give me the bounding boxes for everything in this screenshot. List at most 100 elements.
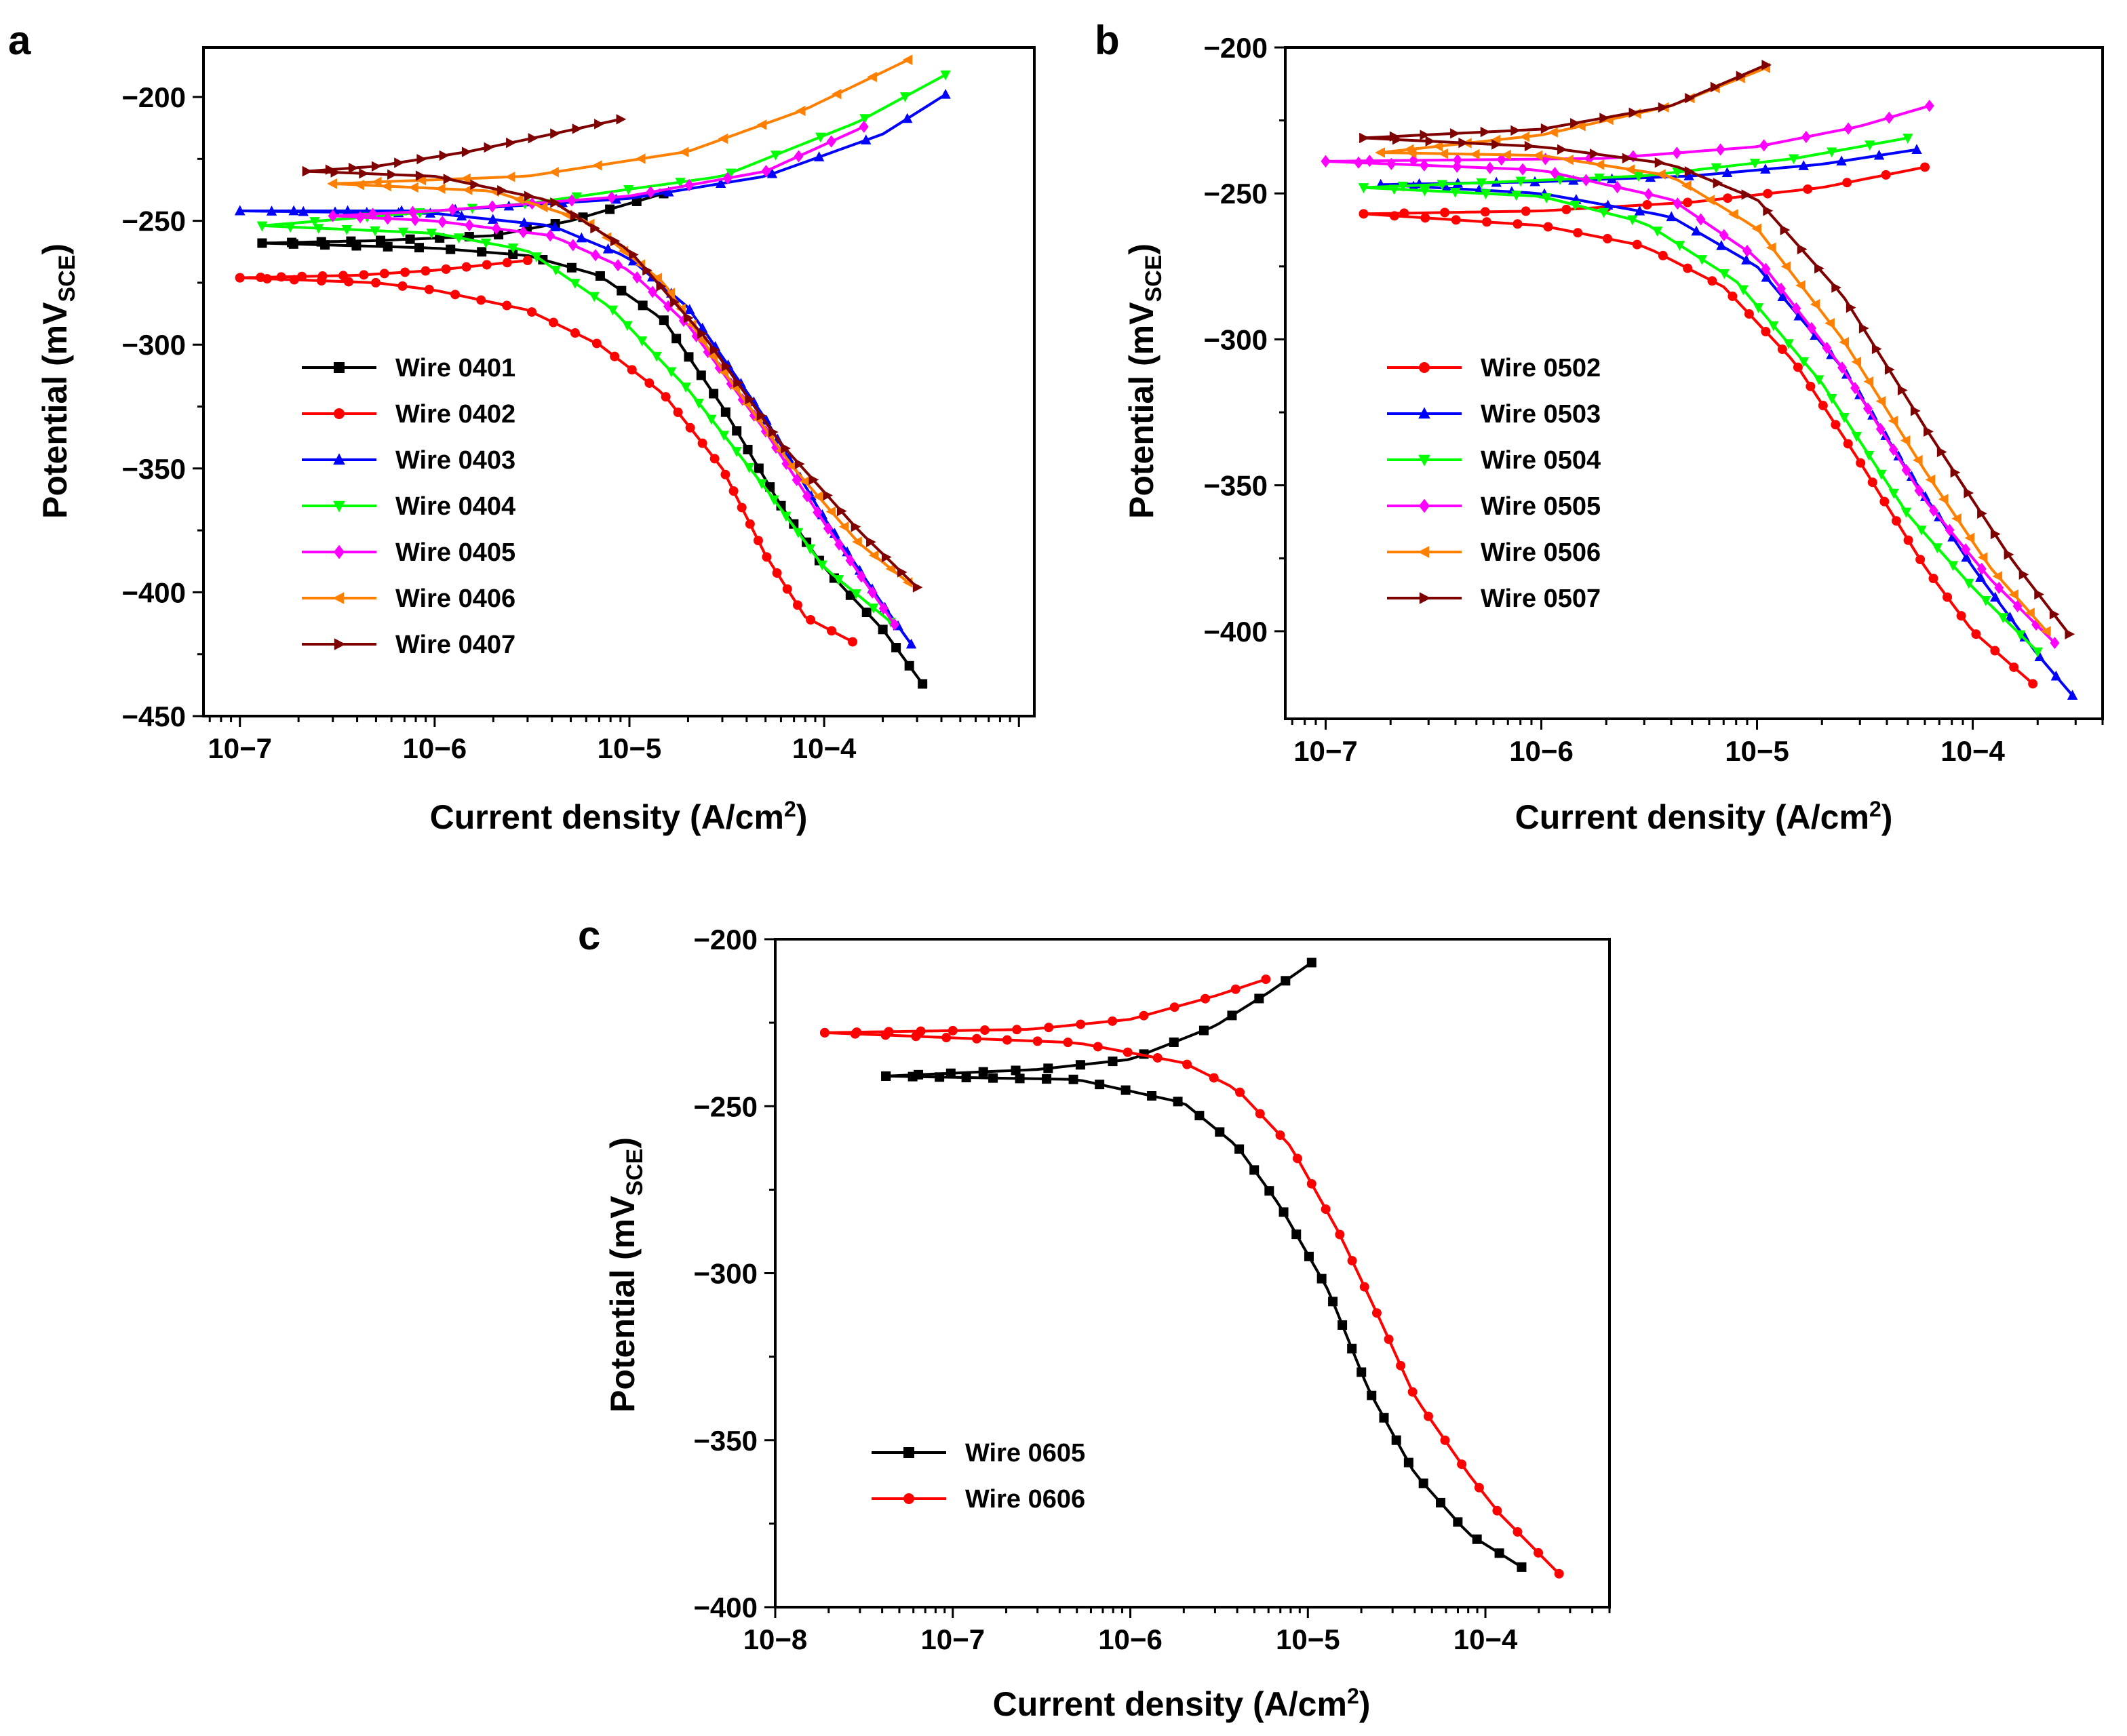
panel-b-series-wire-0502 xyxy=(1359,162,2038,689)
panel-b-series-wire-0505-anodic-point xyxy=(1843,122,1854,135)
panel-a-series-wire-0405-cathodic-point xyxy=(749,409,759,422)
panel-b-series-wire-0507-cathodic-point xyxy=(1936,446,1947,458)
panel-b-series-wire-0505-cathodic-point xyxy=(1353,156,1363,169)
panel-a-legend-wire-0401-label: Wire 0401 xyxy=(395,354,515,382)
panel-c-series-wire-0606-cathodic-point xyxy=(911,1031,921,1042)
panel-b-series-wire-0502-cathodic-point xyxy=(1867,477,1877,488)
panel-c-series-wire-0606-cathodic-point xyxy=(1335,1229,1345,1240)
panel-b-series-wire-0502-cathodic-point xyxy=(1891,516,1901,526)
panel-b-legend-wire-0506: Wire 0506 xyxy=(1387,538,1601,567)
panel-b-series-wire-0504-cathodic-point xyxy=(1814,375,1824,386)
panel-b-series-wire-0503-cathodic-point xyxy=(1691,225,1702,236)
panel-b-series-wire-0505-cathodic-point xyxy=(1550,167,1560,180)
panel-c-series-wire-0605-cathodic-point xyxy=(1379,1413,1389,1423)
panel-c-x-tick-label: 10−7 xyxy=(920,1623,985,1655)
panel-c-series-wire-0605-cathodic-point xyxy=(1316,1274,1327,1284)
panel-b-series-wire-0504-anodic-point xyxy=(1711,163,1721,174)
panel-c-legend-wire-0606-swatch-marker xyxy=(903,1493,914,1504)
panel-a-series-wire-0404-cathodic-point xyxy=(285,222,296,233)
panel-c-series-wire-0606-anodic-point xyxy=(1169,1002,1179,1012)
panel-b-series-wire-0507-cathodic-point xyxy=(1622,153,1633,163)
panel-c-series-wire-0605-anodic-point xyxy=(1281,976,1291,986)
panel-c-series-wire-0605-cathodic-point xyxy=(908,1071,918,1082)
panel-a-series-wire-0403-anodic-point xyxy=(940,88,951,99)
panel-b-series-wire-0507-cathodic-point xyxy=(2034,589,2044,600)
panel-b-series-wire-0502-cathodic-point xyxy=(1761,326,1771,336)
panel-c-series-wire-0606-anodic-point xyxy=(948,1025,958,1035)
panel-b-series-wire-0503-cathodic-point xyxy=(1761,271,1772,282)
panel-b-series-wire-0506-cathodic-point xyxy=(1751,223,1762,234)
panel-b-series-wire-0506-cathodic-point xyxy=(1964,532,1975,544)
panel-c-series-wire-0605-cathodic-point xyxy=(1403,1457,1413,1467)
panel-c-series-wire-0606-cathodic-point xyxy=(941,1033,952,1043)
panel-a-series-wire-0404-anodic-point xyxy=(309,217,320,227)
panel-a-series-wire-0402-anodic-point xyxy=(441,264,451,274)
panel-b-series-wire-0504-cathodic-point xyxy=(1652,226,1663,237)
panel-a-series-wire-0404-anodic-point xyxy=(899,92,911,102)
panel-b-series-wire-0502-cathodic-point xyxy=(1359,209,1369,219)
panel-b-series-wire-0503-anodic-point xyxy=(1760,163,1771,174)
panel-a-series-wire-0402-cathodic-point xyxy=(549,317,559,328)
panel-b-series-wire-0504-cathodic-point xyxy=(1598,208,1609,218)
panel-c-series-wire-0605-cathodic-point xyxy=(1357,1367,1367,1377)
panel-a-series-wire-0406-cathodic-point xyxy=(601,232,612,243)
panel-b-series-wire-0507-cathodic-point xyxy=(1871,343,1882,355)
panel-b-series-wire-0506-cathodic-point xyxy=(1501,149,1511,161)
panel-a-series-wire-0404-cathodic-point xyxy=(570,279,581,289)
panel-a-series-wire-0404-cathodic-point xyxy=(531,252,542,262)
panel-a-series-wire-0404-cathodic-point xyxy=(453,233,465,243)
panel-b-series-wire-0507-cathodic-point xyxy=(2049,609,2060,620)
panel-b-series-wire-0502-cathodic-point xyxy=(1990,646,2000,656)
panel-a-series-wire-0404-cathodic-point xyxy=(636,336,648,347)
panel-c-series-wire-0605-cathodic-point xyxy=(1367,1390,1377,1400)
panel-a-series-wire-0401-cathodic-point xyxy=(638,300,648,311)
panel-b-series-wire-0507-cathodic-point xyxy=(1713,178,1723,189)
panel-a-series-wire-0405-cathodic-point xyxy=(613,259,623,272)
panel-b-series-wire-0507-cathodic-point xyxy=(1884,364,1895,375)
panel-b-series-wire-0506-cathodic-point xyxy=(1624,164,1635,175)
panel-a-series-wire-0405-cathodic-point xyxy=(856,570,866,583)
panel-a-series-wire-0402-anodic-point xyxy=(522,256,532,266)
panel-a-series-wire-0407-cathodic-point xyxy=(415,170,426,181)
panel-b-series-wire-0505-cathodic-point xyxy=(2031,618,2042,631)
panel-a-series-wire-0403-cathodic-point xyxy=(576,232,587,243)
panel-a-legend-wire-0401: Wire 0401 xyxy=(302,354,515,382)
panel-a-x-tick-label: 10−4 xyxy=(792,732,857,764)
panel-a-series-wire-0407-anodic-point xyxy=(461,146,472,157)
panel-b-series-wire-0502-anodic-point xyxy=(1803,184,1813,194)
panel-a-series-wire-0406-cathodic-point xyxy=(686,319,697,330)
panel-b-series-wire-0502-anodic-point xyxy=(1842,178,1852,188)
panel-a-series-wire-0402-cathodic-point xyxy=(685,422,695,433)
panel-b-series-wire-0504-cathodic-point xyxy=(1358,183,1369,194)
panel-a-series-wire-0407-cathodic-point xyxy=(628,249,639,260)
panel-b-series-wire-0505-cathodic-point xyxy=(1945,524,1955,536)
panel-c-series-wire-0605-cathodic-point xyxy=(1328,1297,1338,1307)
panel-b-series-wire-0507-cathodic-point xyxy=(1589,149,1600,159)
panel-b-series-wire-0506-cathodic-point xyxy=(1795,280,1806,291)
panel-b-y-tick-label: −250 xyxy=(1203,178,1268,210)
panel-a-legend-wire-0401-swatch-marker xyxy=(334,362,345,373)
panel-b-series-wire-0502-cathodic-point xyxy=(1903,535,1913,545)
panel-a-series-wire-0402-cathodic-point xyxy=(316,275,326,285)
panel-b-series-wire-0502-cathodic-point xyxy=(1971,629,1981,639)
panel-b-series-wire-0507-cathodic-point xyxy=(1964,488,1974,498)
panel-a-series-wire-0403-cathodic-point xyxy=(298,205,309,216)
panel-a-series-wire-0407-anodic-point xyxy=(506,137,516,149)
panel-c-series-wire-0606-anodic-point xyxy=(979,1025,990,1035)
panel-b-series-wire-0504-cathodic-point xyxy=(1900,507,1912,518)
panel-b-series-wire-0505-cathodic-point xyxy=(1581,174,1591,186)
panel-a-series-wire-0406-cathodic-point xyxy=(813,491,823,502)
panel-a-series-wire-0402-cathodic-point xyxy=(728,486,739,496)
panel-a-series-wire-0406-cathodic-point xyxy=(462,184,473,195)
panel-a-series-wire-0402-cathodic-point xyxy=(673,407,683,417)
panel-a-series-wire-0402-anodic-point xyxy=(359,270,369,280)
panel-c-series-wire-0605-cathodic-point xyxy=(935,1072,945,1082)
panel-a-x-tick-label: 10−6 xyxy=(403,732,467,764)
panel-a-series-wire-0405-cathodic-point xyxy=(648,285,658,298)
panel-b-series-wire-0502-cathodic-point xyxy=(1658,250,1668,260)
panel-a-series-wire-0407-cathodic-point xyxy=(387,169,397,180)
panel-a-series-wire-0407-cathodic-point xyxy=(745,393,756,405)
panel-a-series-wire-0402-anodic-point xyxy=(379,269,389,279)
panel-a-series-wire-0405-cathodic-point xyxy=(491,222,501,235)
panel-b-series-wire-0506-cathodic-point xyxy=(1912,454,1923,466)
